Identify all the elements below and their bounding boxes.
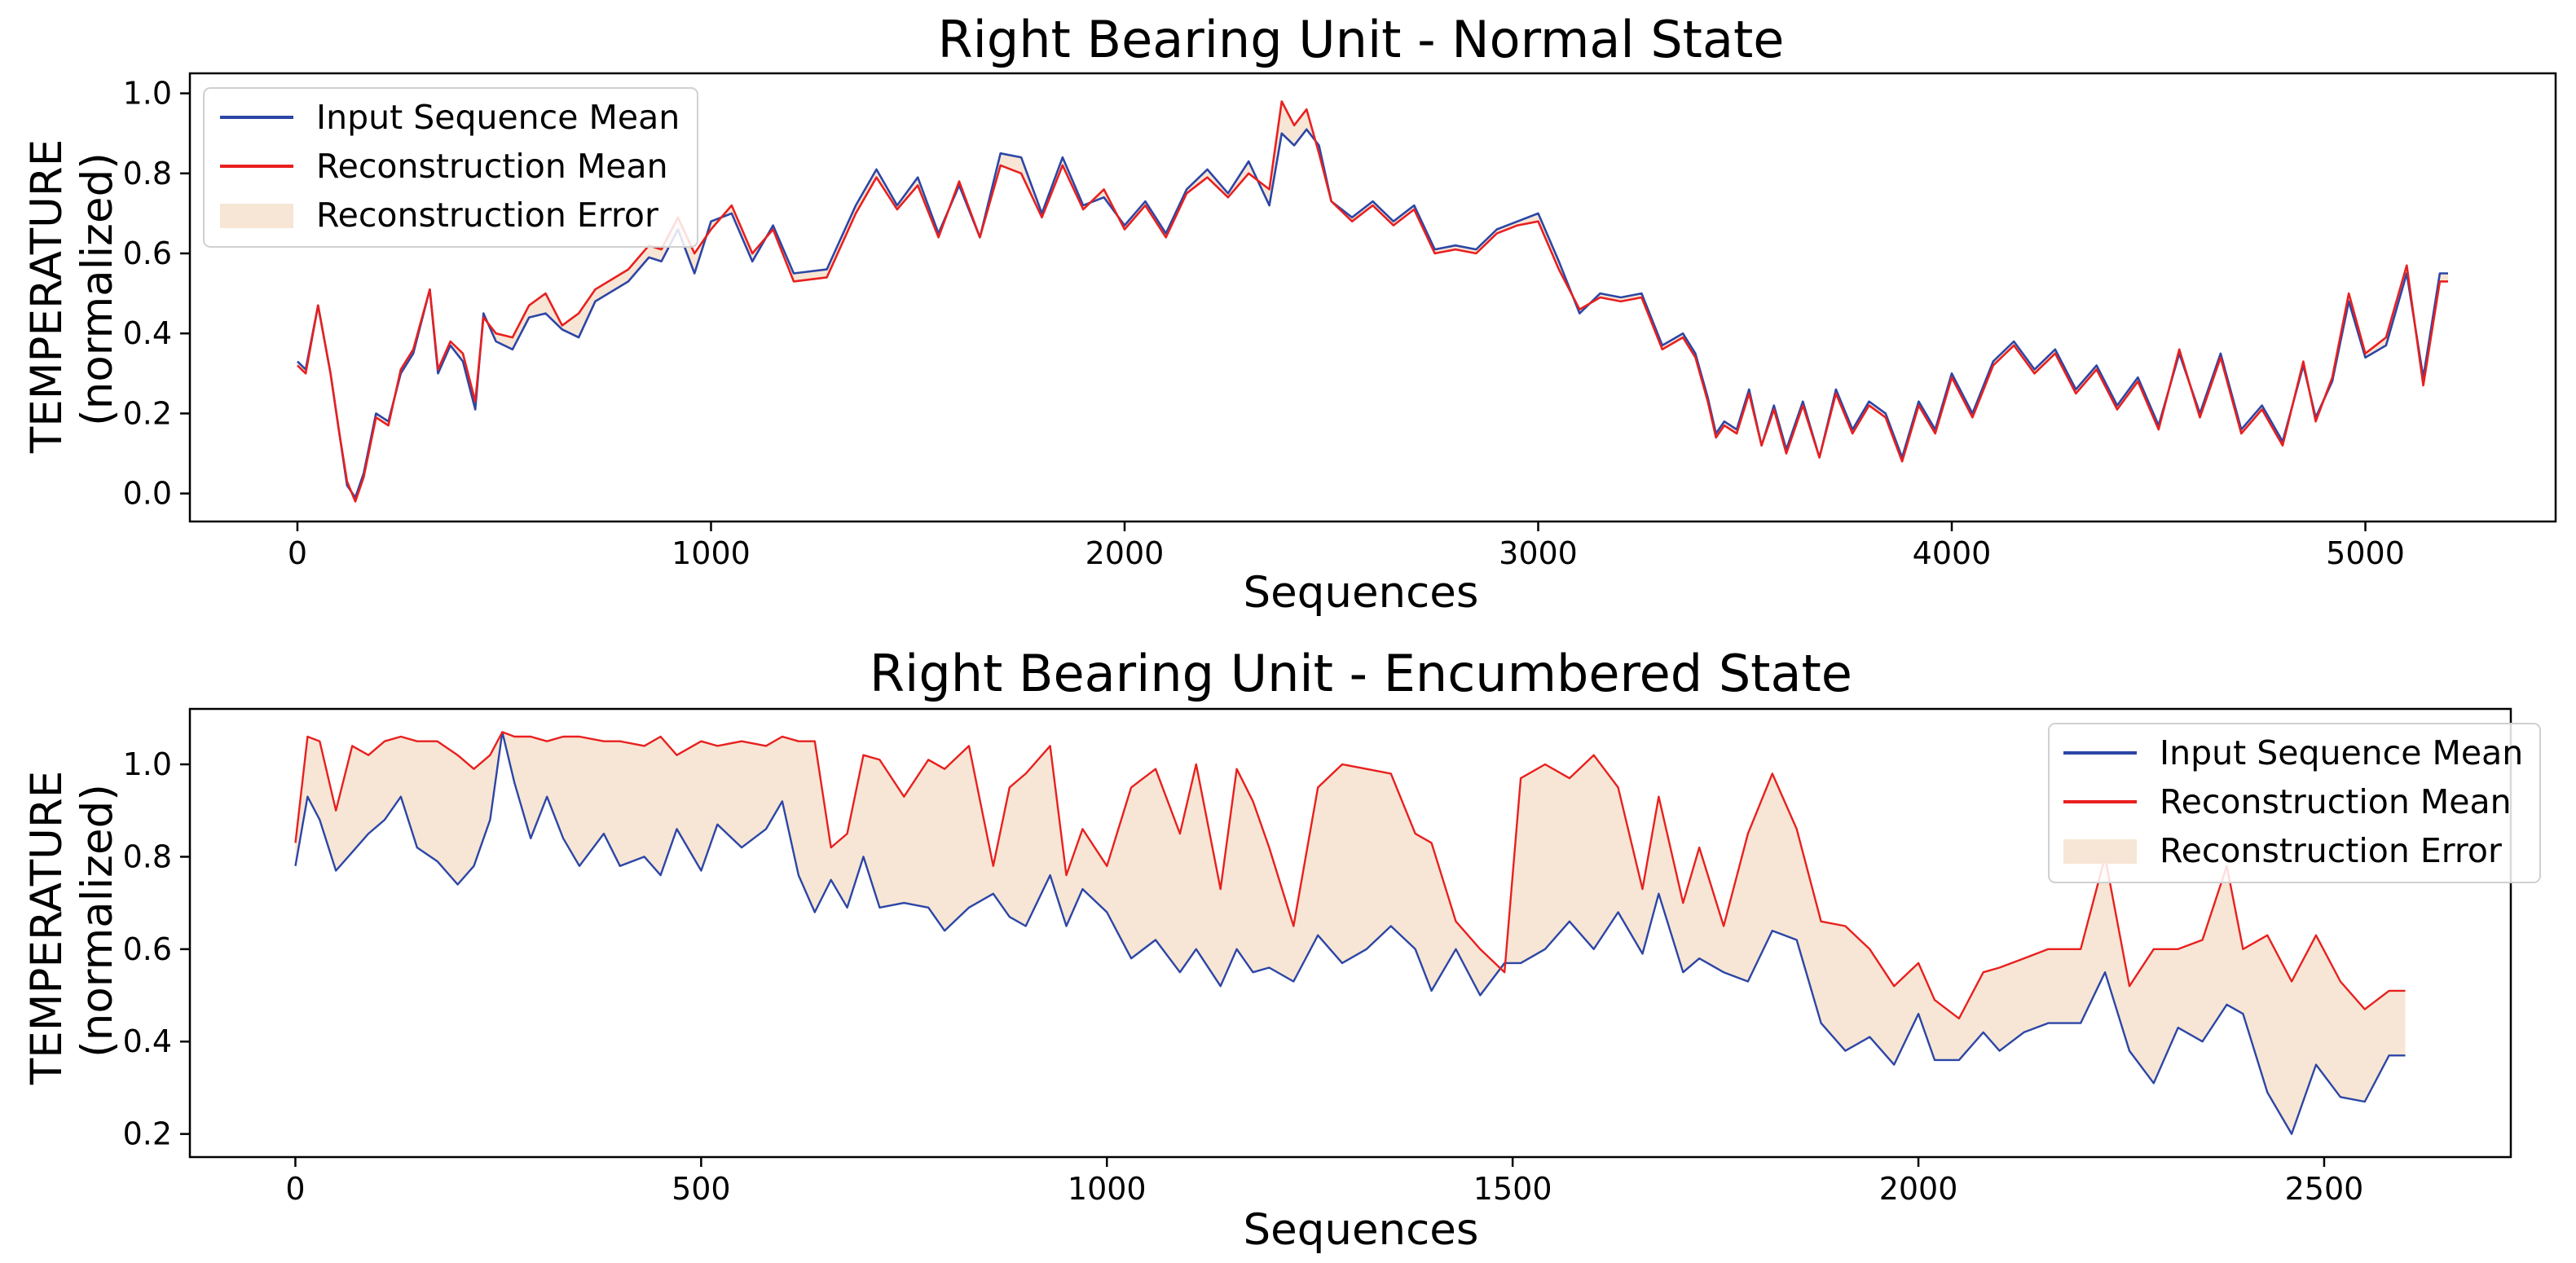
series-line-input-sequence-mean [297, 128, 2448, 499]
legend: Input Sequence Mean Reconstruction Mean … [2048, 723, 2541, 883]
y-tick-label: 0.4 [123, 1023, 172, 1059]
y-axis-ticks: 0.2 0.4 0.6 0.8 1.0 [123, 746, 190, 1152]
y-axis-label-line: TEMPERATURE [22, 771, 72, 1085]
x-tick-label: 2500 [2285, 1171, 2364, 1207]
chart-title: Right Bearing Unit - Encumbered State [870, 644, 1852, 703]
y-axis-label: TEMPERATURE (normalized) [22, 757, 122, 1085]
axes-frame [188, 707, 2512, 1159]
legend-label-reconstruction-mean: Reconstruction Mean [2160, 782, 2512, 821]
x-tick-label: 500 [672, 1171, 731, 1207]
plot-area [297, 100, 2448, 503]
legend-label-reconstruction-error: Reconstruction Error [316, 196, 658, 235]
y-axis-label-line: TEMPERATURE [22, 139, 72, 454]
x-tick-label: 1500 [1473, 1171, 1552, 1207]
x-tick-label: 0 [285, 1171, 305, 1207]
plot-area [294, 731, 2406, 1135]
y-tick-label: 0.4 [123, 315, 172, 351]
chart-title: Right Bearing Unit - Normal State [938, 10, 1785, 69]
y-axis-label: TEMPERATURE (normalized) [22, 125, 122, 454]
series-line-input-sequence-mean [294, 731, 2406, 1135]
y-axis-ticks: 0.0 0.2 0.4 0.6 0.8 1.0 [123, 76, 190, 512]
x-tick-label: 2000 [1879, 1171, 1958, 1207]
y-axis-label-line: (normalized) [73, 784, 122, 1058]
y-tick-label: 0.2 [123, 1116, 172, 1152]
y-tick-label: 0.6 [123, 235, 172, 271]
legend: Input Sequence Mean Reconstruction Mean … [203, 87, 698, 248]
y-tick-label: 0.0 [123, 476, 172, 512]
series-line-reconstruction-mean [294, 731, 2406, 1020]
reconstruction-error-band [295, 732, 2406, 1134]
chart-normal-state: Right Bearing Unit - Normal State TEMPER… [22, 10, 2557, 618]
x-tick-label: 2000 [1085, 535, 1165, 571]
x-tick-label: 0 [288, 535, 307, 571]
y-tick-label: 0.6 [123, 931, 172, 967]
x-tick-label: 1000 [672, 535, 751, 571]
y-axis-label-line: (normalized) [73, 152, 122, 426]
legend-label-input-sequence-mean: Input Sequence Mean [316, 98, 680, 137]
chart-encumbered-state: Right Bearing Unit - Encumbered State TE… [22, 644, 2541, 1255]
legend-label-reconstruction-error: Reconstruction Error [2160, 831, 2502, 870]
y-tick-label: 0.8 [123, 156, 172, 191]
legend-swatch-reconstruction-error [2063, 839, 2137, 864]
y-tick-label: 0.8 [123, 838, 172, 874]
x-axis-ticks: 0 1000 2000 3000 4000 5000 [288, 521, 2405, 571]
legend-box [203, 87, 698, 248]
legend-label-reconstruction-mean: Reconstruction Mean [316, 147, 668, 186]
x-tick-label: 3000 [1499, 535, 1578, 571]
legend-box [2048, 723, 2541, 883]
x-axis-ticks: 0 500 1000 1500 2000 2500 [285, 1157, 2363, 1207]
legend-swatch-reconstruction-error [220, 204, 293, 228]
y-tick-label: 0.2 [123, 395, 172, 431]
axes-frame [188, 72, 2557, 523]
series-line-reconstruction-mean [297, 100, 2448, 503]
x-axis-label: Sequences [1243, 1205, 1478, 1255]
legend-label-input-sequence-mean: Input Sequence Mean [2160, 733, 2523, 772]
y-tick-label: 1.0 [123, 76, 172, 112]
x-tick-label: 5000 [2326, 535, 2405, 571]
x-tick-label: 4000 [1913, 535, 1992, 571]
x-tick-label: 1000 [1068, 1171, 1147, 1207]
x-axis-label: Sequences [1243, 568, 1478, 618]
y-tick-label: 1.0 [123, 746, 172, 782]
